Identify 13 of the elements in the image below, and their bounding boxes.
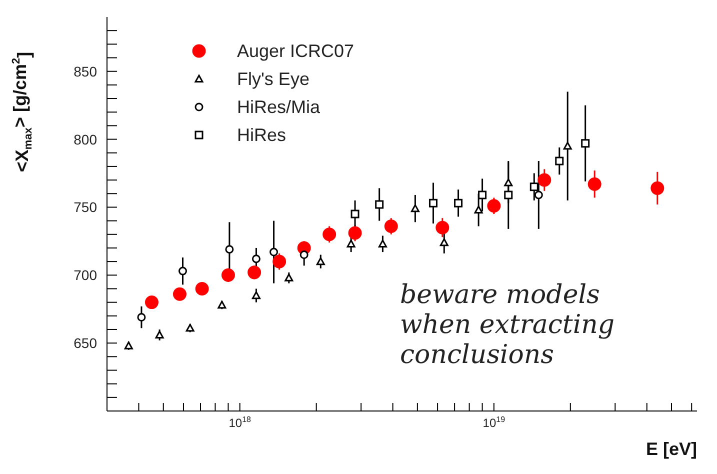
legend-label: Auger ICRC07 bbox=[237, 40, 354, 62]
y-tick-label: 800 bbox=[74, 131, 98, 148]
y-tick-label: 750 bbox=[74, 199, 98, 216]
x-tick-label: 10$^{18}$ bbox=[228, 415, 252, 430]
x-axis-title: E [eV] bbox=[646, 439, 697, 459]
legend-label: Fly's Eye bbox=[237, 68, 310, 90]
x-tick-label: 10$^{19}$ bbox=[482, 415, 506, 430]
legend-label: HiRes/Mia bbox=[237, 96, 320, 118]
y-tick-label: 850 bbox=[74, 63, 98, 80]
legend-label: HiRes bbox=[237, 124, 286, 146]
y-tick-label: 650 bbox=[74, 335, 98, 352]
annotation: beware models when extracting conclusions bbox=[400, 280, 616, 370]
y-tick-label: 700 bbox=[74, 267, 98, 284]
